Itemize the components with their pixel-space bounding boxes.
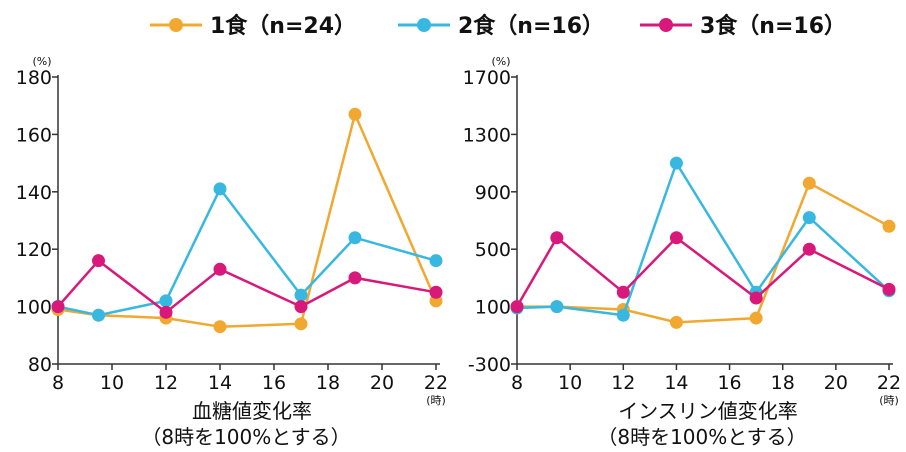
data-point	[51, 300, 65, 314]
x-tick-label: 10	[100, 372, 124, 394]
y-tick-label: 140	[16, 182, 52, 204]
data-point	[92, 254, 105, 268]
data-point	[669, 315, 683, 329]
x-tick-label: 8	[511, 372, 523, 394]
y-tick-label: 180	[16, 67, 52, 89]
data-point	[294, 300, 308, 314]
x-axis-title: インスリン値変化率	[618, 399, 798, 423]
data-point	[802, 242, 816, 256]
legend-item: 2食（n=16）	[398, 13, 604, 39]
data-point	[616, 308, 630, 322]
x-tick-label: 20	[824, 372, 848, 394]
legend-item: 3食（n=16）	[640, 13, 846, 39]
legend-marker	[659, 18, 673, 32]
data-point	[749, 291, 763, 305]
legend-item: 1食（n=24）	[150, 13, 356, 39]
data-point	[749, 311, 763, 325]
series-line-3	[515, 236, 890, 308]
data-point	[348, 271, 362, 285]
data-point	[213, 262, 227, 276]
y-unit-label: (%)	[491, 55, 510, 68]
legend-label: 1食（n=24）	[210, 13, 356, 39]
data-point	[429, 254, 443, 268]
data-point	[159, 294, 173, 308]
y-tick-label: -300	[468, 354, 511, 376]
data-point	[669, 231, 683, 245]
data-point	[429, 285, 443, 299]
x-tick-label: 16	[717, 372, 741, 394]
x-tick-label: 18	[316, 372, 340, 394]
x-axis-title: 血糖値変化率	[192, 399, 312, 423]
data-point	[550, 300, 564, 314]
data-point	[882, 219, 896, 233]
x-tick-label: 22	[877, 372, 901, 394]
x-tick-label: 8	[52, 372, 64, 394]
legend-marker	[169, 18, 183, 32]
x-tick-label: 18	[771, 372, 795, 394]
y-tick-label: 100	[475, 297, 511, 319]
y-tick-label: 160	[16, 124, 52, 146]
x-tick-label: 22	[424, 372, 448, 394]
x-tick-label: 14	[664, 372, 688, 394]
x-tick-label: 20	[370, 372, 394, 394]
x-tick-label: 12	[154, 372, 178, 394]
data-point	[802, 211, 816, 225]
data-point	[213, 320, 227, 334]
data-point	[802, 176, 816, 190]
data-point	[616, 285, 630, 299]
x-tick-label: 12	[611, 372, 635, 394]
y-tick-label: 120	[16, 239, 52, 261]
y-tick-label: 1700	[463, 67, 511, 89]
data-point	[510, 300, 524, 314]
x-axis-subtitle: （8時を100%とする）	[597, 425, 806, 449]
data-point	[92, 308, 105, 322]
y-tick-label: 1300	[463, 124, 511, 146]
y-tick-label: 80	[28, 354, 52, 376]
data-point	[348, 231, 362, 245]
x-tick-label: 10	[558, 372, 582, 394]
data-point	[294, 288, 308, 302]
data-point	[550, 231, 564, 245]
data-point	[669, 156, 683, 170]
legend-label: 3食（n=16）	[700, 13, 846, 39]
y-unit-label: (%)	[32, 55, 51, 68]
y-tick-label: 100	[16, 297, 52, 319]
x-unit-label: (時)	[879, 394, 899, 407]
series-line-2	[57, 187, 437, 317]
legend-marker	[417, 18, 431, 32]
y-tick-label: 900	[475, 182, 511, 204]
data-point	[348, 107, 362, 121]
x-axis-subtitle: （8時を100%とする）	[141, 425, 350, 449]
data-point	[882, 282, 896, 296]
series-line-2	[516, 161, 890, 317]
data-point	[294, 317, 308, 331]
data-point	[213, 182, 227, 196]
y-tick-label: 500	[475, 239, 511, 261]
series-line-1	[57, 113, 438, 328]
x-tick-label: 16	[262, 372, 286, 394]
x-unit-label: (時)	[426, 394, 446, 407]
series-line-3	[57, 259, 437, 314]
data-point	[159, 305, 173, 319]
x-tick-label: 14	[208, 372, 232, 394]
legend-label: 2食（n=16）	[458, 13, 604, 39]
